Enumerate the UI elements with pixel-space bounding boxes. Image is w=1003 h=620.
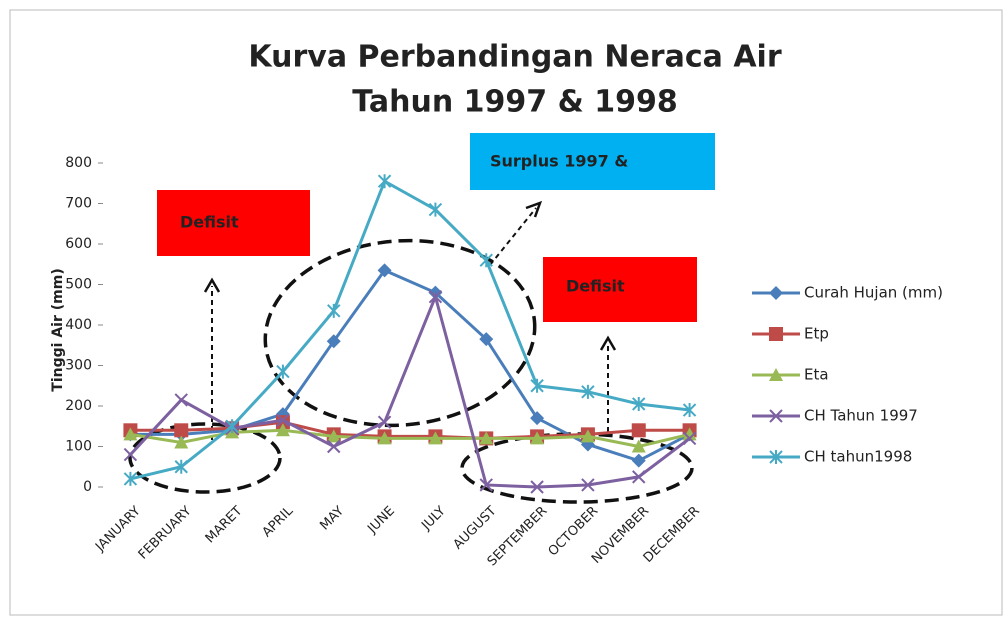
marker	[682, 403, 697, 418]
annotation-box	[543, 257, 697, 322]
marker	[632, 470, 646, 484]
series	[123, 289, 697, 494]
y-tick-label: 0	[83, 479, 92, 495]
marker	[530, 480, 544, 494]
marker	[479, 332, 494, 347]
marker	[479, 478, 493, 492]
marker	[581, 478, 595, 492]
legend-marker	[769, 327, 783, 341]
annotation-box	[157, 190, 310, 256]
annotation: Defisit	[566, 277, 625, 296]
marker	[580, 429, 595, 443]
marker	[428, 431, 443, 445]
marker	[123, 447, 138, 462]
legend-label: Etp	[804, 325, 829, 343]
y-tick-label: 100	[65, 439, 92, 455]
legend-marker	[769, 409, 783, 423]
marker	[326, 429, 341, 443]
marker	[682, 431, 697, 446]
marker	[530, 378, 544, 393]
series-line	[130, 420, 690, 440]
annotation: Defisit	[180, 213, 239, 232]
y-tick-label: 700	[65, 196, 92, 212]
marker	[123, 427, 138, 441]
chart-title: Tahun 1997 & 1998	[352, 85, 677, 120]
chart-title: Kurva Perbandingan Neraca Air	[248, 40, 781, 75]
marker	[276, 364, 290, 379]
marker	[682, 427, 697, 441]
marker	[377, 415, 392, 429]
marker	[530, 431, 545, 445]
marker	[275, 415, 290, 430]
marker	[327, 303, 341, 318]
marker	[377, 263, 392, 278]
marker	[275, 423, 290, 437]
y-tick-label: 400	[65, 317, 92, 333]
annotation: Surplus 1997 &	[490, 152, 628, 171]
marker	[428, 202, 443, 217]
legend-marker	[769, 450, 783, 464]
marker	[174, 435, 189, 449]
marker	[530, 411, 545, 426]
legend-label: Curah Hujan (mm)	[804, 284, 943, 302]
marker	[276, 413, 290, 427]
legend-label: Eta	[804, 366, 829, 384]
marker	[428, 285, 443, 300]
series-line	[130, 179, 690, 481]
legend-label: CH Tahun 1997	[804, 407, 918, 425]
marker	[377, 174, 392, 189]
highlight-ellipses	[128, 238, 694, 504]
series-line	[130, 268, 691, 463]
arrows	[211, 207, 609, 440]
marker	[581, 384, 595, 399]
marker	[479, 253, 493, 268]
y-tick-label: 300	[65, 358, 92, 374]
marker	[174, 423, 189, 438]
y-axis-label: Tinggi Air (mm)	[50, 268, 66, 391]
marker	[632, 396, 646, 411]
marker	[631, 423, 646, 438]
marker	[123, 471, 138, 486]
marker	[479, 431, 494, 445]
legend-marker	[769, 368, 783, 381]
annotation-box	[470, 133, 715, 190]
marker	[428, 289, 443, 304]
marker	[174, 459, 188, 474]
marker	[326, 334, 341, 349]
marker	[225, 419, 239, 434]
y-tick-label: 600	[65, 236, 92, 252]
y-tick-label: 200	[65, 398, 92, 414]
marker	[631, 439, 646, 453]
marker	[631, 453, 646, 468]
marker	[377, 431, 392, 445]
marker	[174, 393, 188, 407]
marker	[327, 439, 341, 454]
series-line	[129, 291, 691, 489]
y-tick-label: 800	[65, 155, 92, 171]
arrow-heads	[203, 200, 617, 351]
legend-marker	[769, 286, 783, 300]
legend-label: CH tahun1998	[804, 448, 912, 466]
series	[123, 174, 697, 486]
y-tick-label: 500	[65, 277, 92, 293]
